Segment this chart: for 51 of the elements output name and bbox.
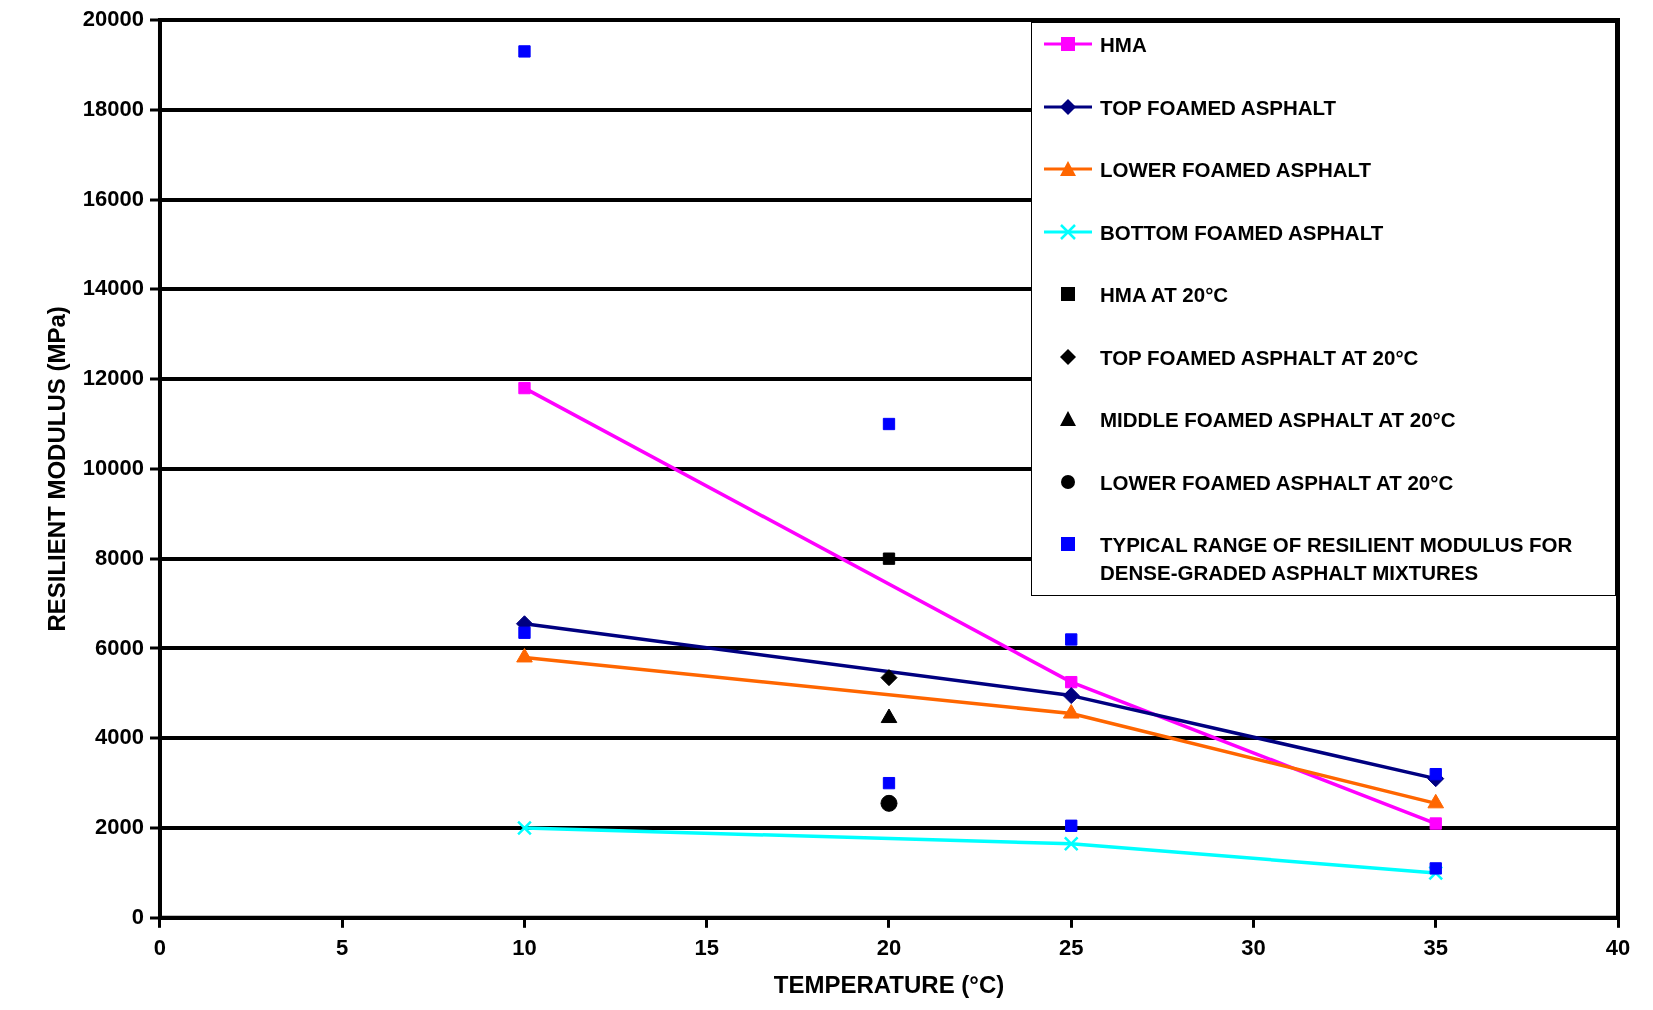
x-tick-label: 15 xyxy=(694,935,719,961)
x-tick-label: 20 xyxy=(876,935,902,961)
point xyxy=(882,776,896,790)
point xyxy=(1429,768,1442,781)
y-tick-label: 10000 xyxy=(82,454,144,480)
x-tick-label: 5 xyxy=(336,935,349,961)
x-tick-label: 30 xyxy=(1241,935,1266,961)
y-tick-label: 18000 xyxy=(82,95,144,121)
point xyxy=(1429,862,1442,875)
legend-label: BOTTOM FOAMED ASPHALT xyxy=(1100,219,1385,246)
point xyxy=(1065,819,1078,832)
legend-label: LOWER FOAMED ASPHALT xyxy=(1100,157,1373,183)
y-tick-label: 14000 xyxy=(82,275,144,301)
legend-label: HMA AT 20°C xyxy=(1100,282,1230,308)
x-tick-label: 10 xyxy=(512,935,537,961)
y-tick-label: 8000 xyxy=(95,544,144,570)
x-tick-label: 40 xyxy=(1605,935,1631,961)
x-tick-label: 35 xyxy=(1423,935,1448,961)
point xyxy=(518,381,531,395)
y-tick-label: 6000 xyxy=(95,634,144,660)
point xyxy=(882,417,896,431)
y-tick-label: 4000 xyxy=(95,724,144,750)
legend-label: TYPICAL RANGE OF RESILIENT MODULUS FOR DENSE-GRADED ASPHALT MIXTURES xyxy=(1100,532,1574,586)
point xyxy=(1428,865,1444,881)
legend-label: MIDDLE FOAMED ASPHALT AT 20°C xyxy=(1100,407,1457,433)
x-tick-label: 0 xyxy=(153,935,167,961)
point xyxy=(1063,836,1079,852)
legend-label: LOWER FOAMED ASPHALT AT 20°C xyxy=(1100,469,1455,496)
y-axis-title: RESILIENT MODULUS (MPa) xyxy=(43,306,71,632)
point xyxy=(880,794,898,812)
y-tick-label: 0 xyxy=(131,903,144,929)
y-tick-label: 20000 xyxy=(82,6,144,32)
point xyxy=(880,669,898,687)
legend-label: TOP FOAMED ASPHALT xyxy=(1100,94,1338,121)
point xyxy=(882,552,896,565)
x-axis-title: TEMPERATURE (°C) xyxy=(773,971,1005,999)
point xyxy=(518,626,531,639)
point xyxy=(1062,704,1080,719)
point xyxy=(1065,633,1078,646)
legend-label: TOP FOAMED ASPHALT AT 20°C xyxy=(1100,344,1420,371)
point xyxy=(880,708,898,724)
y-tick-label: 2000 xyxy=(95,814,144,840)
point xyxy=(1062,687,1080,705)
point xyxy=(516,820,533,836)
y-tick-label: 16000 xyxy=(82,185,144,211)
point xyxy=(518,45,531,58)
point xyxy=(1429,817,1442,830)
y-tick-label: 12000 xyxy=(82,365,144,391)
x-tick-label: 25 xyxy=(1059,935,1084,961)
point xyxy=(1065,675,1078,689)
legend-label: HMA xyxy=(1100,32,1148,58)
